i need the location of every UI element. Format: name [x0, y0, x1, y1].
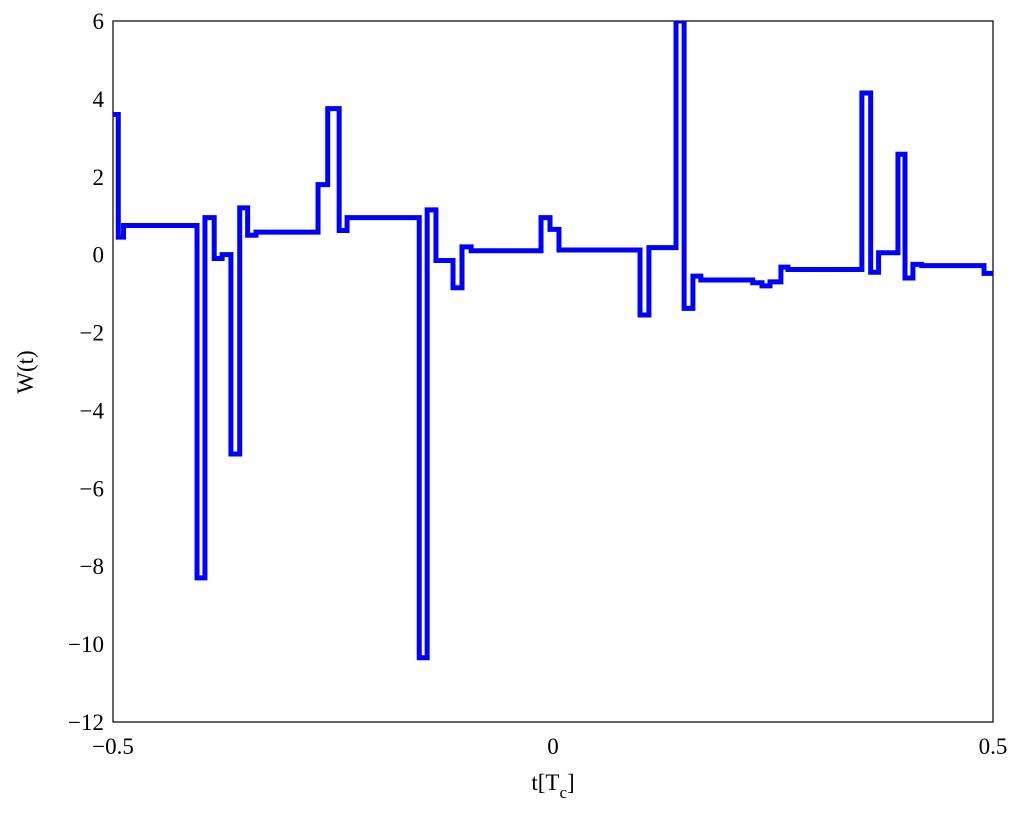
y-axis-label: W(t) — [13, 350, 38, 393]
y-tick-label: 4 — [93, 87, 105, 112]
x-label-close: ] — [567, 770, 575, 795]
y-tick-label: −10 — [68, 632, 104, 657]
y-tick-label: 6 — [93, 9, 105, 34]
x-label-main: t[T — [531, 770, 559, 795]
y-tick-label: −8 — [80, 554, 104, 579]
y-tick-label: −4 — [80, 398, 105, 423]
y-tick-label: −12 — [68, 710, 104, 735]
x-axis-label: t[Tc] — [531, 770, 574, 802]
x-tick-label: 0.5 — [979, 734, 1008, 759]
y-tick-label: −6 — [80, 476, 104, 501]
x-tick-label: 0 — [547, 734, 559, 759]
y-tick-label: 2 — [93, 165, 105, 190]
x-label-sub: c — [559, 783, 567, 802]
plot-frame — [112, 20, 994, 723]
y-tick-label: −2 — [80, 321, 104, 346]
y-tick-label: 0 — [93, 243, 105, 268]
x-tick-label: −0.5 — [92, 734, 134, 759]
step-line — [113, 21, 993, 661]
